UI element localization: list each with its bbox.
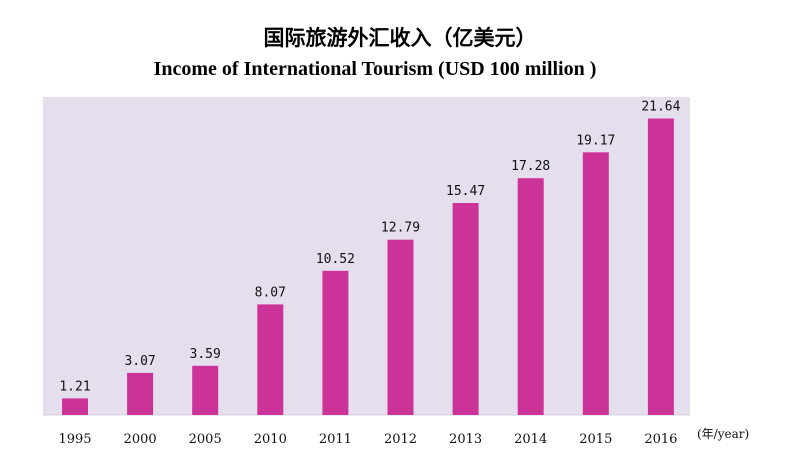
value-label-2013: 15.47 [446,184,485,199]
bar-2014 [517,178,544,415]
chart-subtitle: Income of International Tourism (USD 100… [153,58,597,80]
x-tick-label-2016: 2016 [644,432,677,447]
bars-group [62,118,674,416]
x-tick-label-1995: 1995 [58,432,91,447]
x-tick-labels-group: 1995 2000 2005 2010 2011 2012 2013 2014 2015 2016 [58,432,677,447]
value-label-2000: 3.07 [124,354,155,369]
value-label-1995: 1.21 [59,379,90,394]
value-labels-group: 1.21 3.07 3.59 8.07 10.52 12.79 15.47 17.28 19.1… [59,100,680,395]
x-tick-label-2010: 2010 [254,432,287,447]
value-label-2011: 10.52 [316,252,355,267]
x-tick-label-2000: 2000 [124,432,157,447]
x-tick-label-2013: 2013 [449,432,482,447]
x-axis-unit-label: (年/year) [697,427,750,441]
x-tick-label-2014: 2014 [514,432,547,447]
bar-2000 [127,372,154,415]
value-label-2014: 17.28 [511,159,550,174]
bar-1995 [62,398,88,415]
chart-title: 国际旅游外汇收入（亿美元） [263,25,537,50]
bar-2005 [192,365,219,415]
bar-2016 [647,118,674,415]
value-label-2012: 12.79 [381,221,420,236]
value-label-2010: 8.07 [255,285,286,300]
x-tick-label-2015: 2015 [579,432,612,447]
value-label-2016: 21.64 [641,100,680,115]
bar-2012 [387,239,414,415]
bar-2011 [322,270,349,415]
value-label-2015: 19.17 [576,133,615,148]
x-tick-label-2011: 2011 [319,432,352,447]
plot-area [43,97,690,415]
x-tick-label-2012: 2012 [384,432,417,447]
x-tick-label-2005: 2005 [189,432,222,447]
bar-2015 [582,152,609,416]
bar-2010 [257,304,284,415]
value-label-2005: 3.59 [190,347,221,362]
bar-2013 [452,203,479,415]
